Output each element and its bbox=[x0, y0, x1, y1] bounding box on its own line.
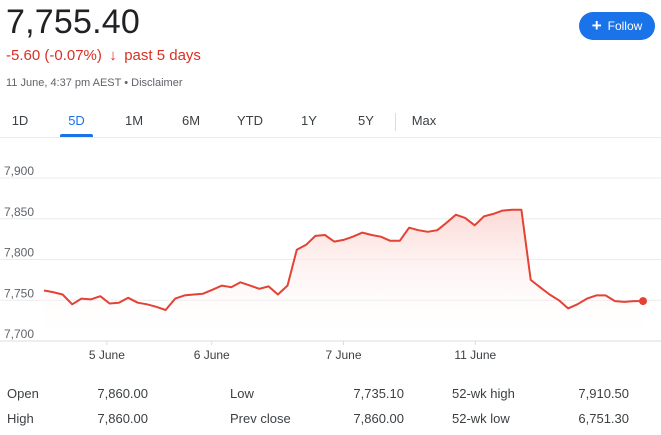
stat-open-label: Open bbox=[7, 386, 39, 401]
x-axis-labels: 5 June 6 June 7 June 11 June bbox=[89, 341, 497, 362]
stat-high-value: 7,860.00 bbox=[97, 411, 148, 426]
tab-1m[interactable]: 1M bbox=[124, 113, 144, 128]
price-chart[interactable]: 7,700 7,750 7,800 7,850 7,900 5 June 6 June 7 … bbox=[0, 160, 661, 365]
y-tick-label: 7,700 bbox=[4, 327, 34, 341]
stat-52wk-high-label: 52-wk high bbox=[452, 386, 515, 401]
change-period: past 5 days bbox=[124, 47, 201, 64]
x-tick-label: 7 June bbox=[325, 348, 361, 362]
timestamp-row: 11 June, 4:37 pm AEST • Disclaimer bbox=[6, 76, 183, 90]
change-value: -5.60 (-0.07%) bbox=[6, 47, 102, 64]
x-tick-label: 11 June bbox=[454, 348, 496, 362]
x-tick-label: 5 June bbox=[89, 348, 125, 362]
arrow-down-icon: ↓ bbox=[109, 47, 117, 64]
disclaimer-link[interactable]: Disclaimer bbox=[131, 77, 183, 89]
follow-label: Follow bbox=[607, 19, 643, 33]
tab-6m[interactable]: 6M bbox=[181, 113, 201, 128]
y-tick-label: 7,900 bbox=[4, 164, 34, 178]
tab-divider bbox=[395, 113, 396, 131]
stat-52wk-high-value: 7,910.50 bbox=[578, 386, 629, 401]
stat-low-label: Low bbox=[230, 386, 254, 401]
price-change: -5.60 (-0.07%) ↓ past 5 days bbox=[6, 46, 201, 66]
y-axis-labels: 7,700 7,750 7,800 7,850 7,900 bbox=[4, 164, 34, 341]
tabs-divider bbox=[0, 137, 661, 138]
follow-button[interactable]: + Follow bbox=[579, 12, 655, 40]
stat-high-label: High bbox=[7, 411, 34, 426]
stat-prev-close-value: 7,860.00 bbox=[353, 411, 404, 426]
stat-prev-close-label: Prev close bbox=[230, 411, 291, 426]
current-price: 7,755.40 bbox=[6, 3, 140, 41]
tab-max[interactable]: Max bbox=[411, 113, 437, 128]
tab-1d[interactable]: 1D bbox=[11, 113, 29, 128]
tab-5d[interactable]: 5D bbox=[60, 107, 93, 137]
tab-5y[interactable]: 5Y bbox=[358, 113, 374, 128]
tab-ytd[interactable]: YTD bbox=[237, 113, 263, 128]
stat-52wk-low-value: 6,751.30 bbox=[578, 411, 629, 426]
stat-open-value: 7,860.00 bbox=[97, 386, 148, 401]
chart-area-fill bbox=[44, 209, 643, 341]
x-tick-label: 6 June bbox=[194, 348, 230, 362]
y-tick-label: 7,850 bbox=[4, 205, 34, 219]
tab-1y[interactable]: 1Y bbox=[301, 113, 317, 128]
plus-icon: + bbox=[591, 16, 602, 35]
stat-52wk-low-label: 52-wk low bbox=[452, 411, 510, 426]
range-tabs: 1D 5D 1M 6M YTD 1Y 5Y Max bbox=[0, 107, 661, 137]
y-tick-label: 7,800 bbox=[4, 246, 34, 260]
stat-low-value: 7,735.10 bbox=[353, 386, 404, 401]
separator-dot: • bbox=[124, 77, 129, 89]
y-tick-label: 7,750 bbox=[4, 286, 34, 300]
price-line bbox=[43, 208, 643, 311]
timestamp: 11 June, 4:37 pm AEST bbox=[6, 77, 122, 89]
last-value-dot bbox=[639, 297, 648, 306]
